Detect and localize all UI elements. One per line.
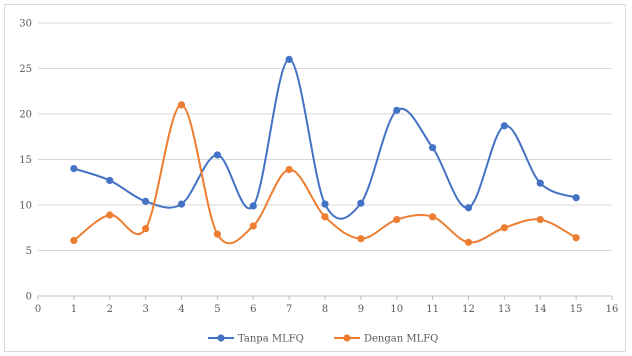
x-tick-label: 10: [390, 304, 403, 315]
series-group: [70, 55, 580, 246]
x-tick-label: 5: [214, 304, 220, 315]
data-point: [464, 238, 473, 246]
series-line: [73, 103, 577, 245]
data-point: [429, 213, 437, 221]
data-point: [70, 236, 78, 245]
data-point: [393, 215, 401, 224]
x-tick-label: 8: [322, 304, 328, 315]
y-tick-label: 25: [19, 64, 32, 75]
data-point: [70, 165, 78, 173]
series-2: [70, 101, 580, 246]
data-point: [464, 204, 473, 212]
legend: Tanpa MLFQ Dengan MLFQ: [208, 334, 438, 345]
data-point: [429, 144, 437, 152]
y-tick-label: 5: [26, 246, 32, 257]
legend-label: Tanpa MLFQ: [238, 334, 304, 345]
grid-lines: [38, 22, 612, 297]
x-tick-label: 11: [426, 304, 439, 315]
data-point: [572, 234, 580, 242]
data-point: [142, 225, 150, 233]
x-tick-label: 9: [358, 304, 364, 315]
data-point: [500, 122, 508, 130]
y-tick-label: 15: [19, 155, 32, 166]
data-point: [177, 200, 186, 208]
legend-item: Tanpa MLFQ: [208, 334, 304, 345]
x-tick-label: 4: [178, 304, 184, 315]
data-point: [285, 55, 293, 64]
data-point: [213, 151, 221, 159]
data-point: [536, 179, 544, 187]
data-point: [285, 165, 293, 174]
series-1: [70, 55, 580, 220]
data-point: [177, 101, 186, 109]
y-tick-label: 0: [26, 292, 32, 303]
legend-marker: [343, 334, 351, 342]
data-point: [213, 230, 221, 238]
data-point: [357, 235, 365, 243]
x-tick-label: 16: [606, 304, 619, 315]
data-point: [393, 106, 401, 114]
x-tick-label: 1: [71, 304, 77, 315]
data-point: [572, 194, 580, 202]
data-point: [500, 224, 508, 232]
data-point: [321, 200, 329, 208]
y-tick-label: 10: [19, 201, 32, 212]
x-tick-label: 13: [498, 304, 511, 315]
y-tick-label: 20: [19, 110, 32, 121]
legend-label: Dengan MLFQ: [364, 334, 438, 345]
x-tick-label: 0: [35, 304, 41, 315]
x-tick-label: 2: [107, 304, 113, 315]
data-point: [249, 202, 257, 210]
data-point: [106, 211, 114, 219]
x-tick-label: 7: [286, 304, 292, 315]
data-point: [357, 199, 365, 207]
x-tick-label: 3: [142, 304, 148, 315]
data-point: [142, 197, 150, 205]
x-tick-label: 12: [462, 304, 475, 315]
x-tick-label: 15: [570, 304, 583, 315]
series-line: [73, 58, 577, 220]
legend-item: Dengan MLFQ: [334, 334, 438, 345]
legend-marker: [217, 334, 225, 342]
data-point: [106, 176, 114, 185]
x-tick-label: 6: [250, 304, 256, 315]
y-tick-label: 30: [19, 19, 32, 30]
data-point: [321, 213, 329, 221]
data-point: [249, 222, 257, 230]
x-tick-label: 14: [534, 304, 547, 315]
data-point: [536, 215, 544, 224]
